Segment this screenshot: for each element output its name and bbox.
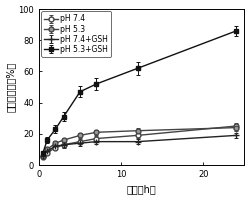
Legend: pH 7.4, pH 5.3, pH 7.4+GSH, pH 5.3+GSH: pH 7.4, pH 5.3, pH 7.4+GSH, pH 5.3+GSH	[41, 11, 111, 57]
X-axis label: 时间（h）: 时间（h）	[127, 184, 156, 194]
Y-axis label: 累积释放率（%）: 累积释放率（%）	[6, 62, 16, 112]
